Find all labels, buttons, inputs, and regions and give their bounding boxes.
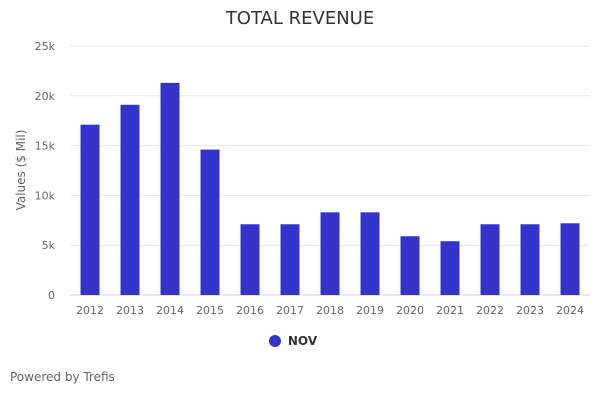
x-tick-label: 2013 xyxy=(116,304,144,317)
x-tick-label: 2018 xyxy=(316,304,344,317)
x-tick-label: 2021 xyxy=(436,304,464,317)
y-tick-label: 0 xyxy=(48,289,55,302)
bar-2014[interactable] xyxy=(160,82,180,296)
x-tick-label: 2020 xyxy=(396,304,424,317)
bar-2020[interactable] xyxy=(400,236,420,295)
y-tick-label: 5k xyxy=(42,239,56,252)
bar-2016[interactable] xyxy=(240,224,260,295)
bar-2012[interactable] xyxy=(80,124,100,296)
y-tick-label: 20k xyxy=(35,90,56,103)
x-axis-ticks: 2012 2013 2014 2015 2016 2017 2018 2019 2020 2021… xyxy=(76,304,584,317)
bar-2017[interactable] xyxy=(280,224,300,295)
y-axis-label: Values ($ Mil) xyxy=(14,130,28,211)
bar-2022[interactable] xyxy=(480,224,500,295)
bar-2021[interactable] xyxy=(440,241,460,295)
chart-title: TOTAL REVENUE xyxy=(225,8,375,29)
bar-2024[interactable] xyxy=(560,223,580,295)
x-tick-label: 2014 xyxy=(156,304,184,317)
x-tick-label: 2019 xyxy=(356,304,384,317)
x-tick-label: 2015 xyxy=(196,304,224,317)
y-axis-ticks: 0 5k 10k 15k 20k 25k xyxy=(35,40,56,302)
x-tick-label: 2023 xyxy=(516,304,544,317)
y-tick-label: 15k xyxy=(35,140,56,153)
bar-chart: 0 5k 10k 15k 20k 25k 2012 2013 2014 2015 2016 2017… xyxy=(14,40,590,317)
bars xyxy=(80,82,580,296)
bar-2018[interactable] xyxy=(320,212,340,295)
bar-2023[interactable] xyxy=(520,224,540,295)
bar-2013[interactable] xyxy=(120,104,140,295)
legend-label[interactable]: NOV xyxy=(287,334,318,348)
legend[interactable]: NOV xyxy=(0,334,600,348)
y-tick-label: 10k xyxy=(35,189,56,202)
x-tick-label: 2024 xyxy=(556,304,584,317)
y-tick-label: 25k xyxy=(35,40,56,53)
legend-marker-icon xyxy=(268,335,281,347)
x-tick-label: 2012 xyxy=(76,304,104,317)
bar-2019[interactable] xyxy=(360,212,380,295)
bar-2015[interactable] xyxy=(200,149,220,295)
powered-by-credit[interactable]: Powered by Trefis xyxy=(10,370,115,384)
x-tick-label: 2017 xyxy=(276,304,304,317)
x-tick-label: 2022 xyxy=(476,304,504,317)
x-tick-label: 2016 xyxy=(236,304,264,317)
